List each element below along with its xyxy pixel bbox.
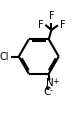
Text: F: F bbox=[49, 11, 54, 21]
Text: N: N bbox=[46, 78, 53, 88]
Text: F: F bbox=[38, 19, 44, 29]
Text: +: + bbox=[52, 77, 59, 86]
Text: -: - bbox=[50, 85, 53, 94]
Text: F: F bbox=[60, 20, 65, 30]
Text: Cl: Cl bbox=[0, 52, 10, 62]
Text: C: C bbox=[43, 86, 50, 96]
